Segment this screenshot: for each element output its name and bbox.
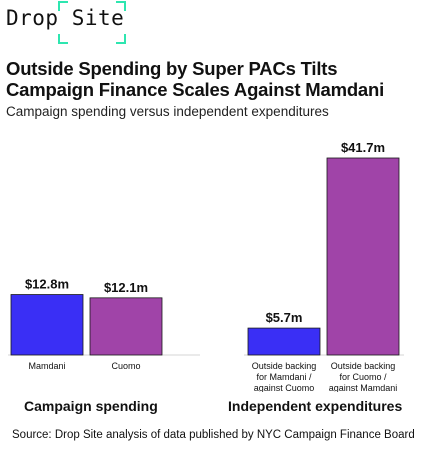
logo-text: Drop Site	[6, 6, 125, 30]
bar-1	[89, 297, 163, 356]
category-label-0-0: Mamdani	[28, 361, 65, 371]
category-label-3-1: for Cuomo /	[339, 372, 387, 382]
bar-3	[326, 157, 400, 356]
logo-bracket-bottom-right	[116, 34, 126, 44]
category-label-2-1: for Mamdani /	[256, 372, 312, 382]
category-label-2-2: against Cuomo	[254, 383, 315, 392]
logo-bracket-top-left	[58, 1, 68, 11]
category-label-3-2: against Mamdani	[329, 383, 398, 392]
logo-bracket-bottom-left	[58, 34, 68, 44]
category-label-1-0: Cuomo	[111, 361, 140, 371]
chart-subtitle: Campaign spending versus independent exp…	[6, 104, 329, 119]
value-label-2: $5.7m	[266, 310, 303, 325]
category-label-3-0: Outside backing	[331, 361, 396, 371]
value-label-0: $12.8m	[25, 277, 69, 292]
drop-site-logo: Drop Site	[0, 0, 140, 50]
bar-chart: $12.8m Mamdani $12.1m Cuomo $5.7m Outside bac…	[8, 140, 404, 392]
bar-0	[10, 294, 84, 356]
value-label-3: $41.7m	[341, 140, 385, 155]
logo-bracket-top-right	[116, 1, 126, 11]
chart-title: Outside Spending by Super PACs Tilts Cam…	[6, 58, 385, 100]
source-note: Source: Drop Site analysis of data publi…	[12, 429, 415, 441]
group-label-campaign-spending: Campaign spending	[24, 398, 158, 414]
value-label-1: $12.1m	[104, 280, 148, 295]
category-label-2-0: Outside backing	[252, 361, 317, 371]
group-label-independent-expenditures: Independent expenditures	[228, 398, 403, 414]
bar-2	[247, 327, 321, 356]
